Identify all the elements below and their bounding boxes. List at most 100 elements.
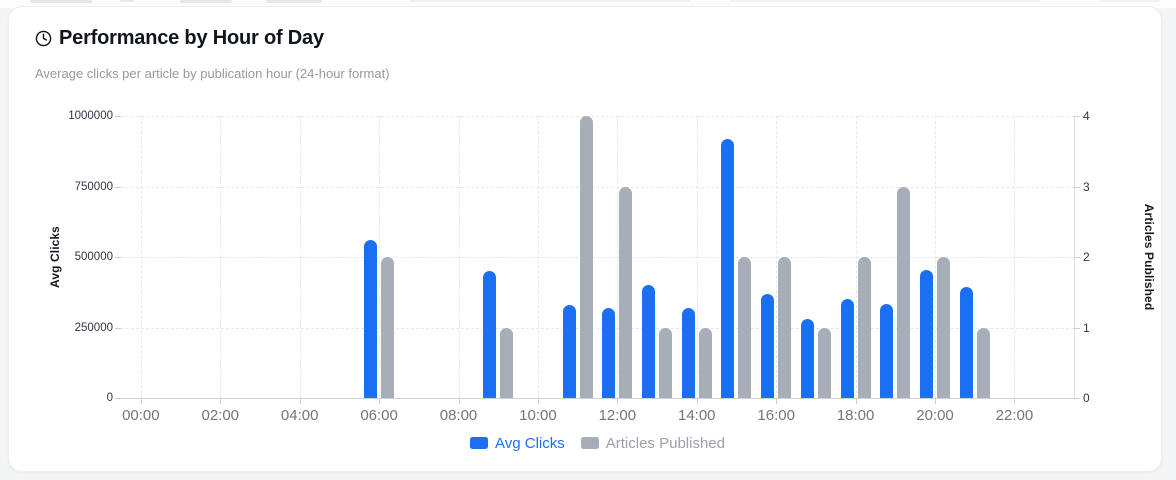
x-tick-mark <box>220 399 222 404</box>
bar-articles-published-17:00[interactable] <box>817 327 831 398</box>
chart-title: Performance by Hour of Day <box>59 27 324 49</box>
x-tick-mark <box>299 399 301 404</box>
x-tick-mark <box>140 399 142 404</box>
bar-articles-published-06:00[interactable] <box>381 257 395 398</box>
bar-articles-published-21:00[interactable] <box>976 327 990 398</box>
chart-legend: Avg Clicks Articles Published <box>121 433 1074 453</box>
y-left-tick-label: 750000 <box>74 180 113 193</box>
avg-clicks-swatch-icon <box>470 437 488 449</box>
y-right-tick-label: 3 <box>1083 179 1090 194</box>
x-tick-mark <box>1014 399 1016 404</box>
y-right-tick-mark <box>1074 116 1080 117</box>
gridline-vertical <box>537 116 539 398</box>
bar-avg-clicks-13:00[interactable] <box>642 285 656 398</box>
x-tick-label: 06:00 <box>360 407 398 424</box>
y-right-tick-mark <box>1074 327 1080 329</box>
bar-articles-published-19:00[interactable] <box>897 186 911 398</box>
gridline-vertical <box>458 116 460 398</box>
top-edge-artifact <box>266 0 322 3</box>
bar-articles-published-14:00[interactable] <box>698 327 712 398</box>
x-tick-label: 02:00 <box>201 407 240 424</box>
bar-articles-published-20:00[interactable] <box>937 257 951 398</box>
x-tick-label: 14:00 <box>677 407 716 424</box>
x-tick-mark <box>379 399 381 404</box>
bar-avg-clicks-20:00[interactable] <box>920 269 934 398</box>
chart-plot-area: 0 250000 500000 750000 1000000 0 1 2 3 4 00:00 02:0… <box>9 7 1163 473</box>
y-axis-title-right: Articles Published <box>1142 203 1156 311</box>
bar-articles-published-16:00[interactable] <box>778 257 792 398</box>
x-tick-mark <box>696 399 698 404</box>
y-right-tick-mark <box>1074 186 1080 188</box>
top-edge-artifact <box>730 0 1040 2</box>
legend-label: Avg Clicks <box>495 434 565 452</box>
y-axis-title-left: Avg Clicks <box>48 226 62 288</box>
x-tick-mark <box>458 399 460 404</box>
gridline-horizontal <box>121 327 1074 329</box>
top-edge-artifact <box>30 0 92 3</box>
y-left-tick-mark <box>115 116 121 117</box>
bar-articles-published-11:00[interactable] <box>579 116 593 398</box>
performance-chart-card: Performance by Hour of Day Average click… <box>8 6 1162 472</box>
y-left-tick-mark <box>115 327 121 329</box>
bar-avg-clicks-16:00[interactable] <box>761 293 775 398</box>
clock-icon <box>35 30 52 47</box>
y-left-tick-label: 250000 <box>74 321 113 334</box>
y-left-tick-label: 0 <box>106 392 113 404</box>
y-right-tick-mark <box>1074 257 1080 258</box>
x-tick-mark <box>537 399 539 404</box>
top-edge-artifact <box>410 0 690 2</box>
x-tick-label: 12:00 <box>598 407 637 424</box>
y-left-tick-label: 1000000 <box>68 110 113 122</box>
x-tick-label: 10:00 <box>519 407 557 424</box>
bar-avg-clicks-17:00[interactable] <box>800 319 814 398</box>
x-tick-label: 08:00 <box>439 407 478 424</box>
gridline-vertical <box>140 116 142 398</box>
bar-avg-clicks-11:00[interactable] <box>562 304 576 398</box>
x-axis-line <box>121 398 1075 399</box>
cropped-content-strip <box>0 0 1176 8</box>
bar-articles-published-18:00[interactable] <box>857 257 871 398</box>
x-tick-label: 20:00 <box>916 407 954 424</box>
legend-label: Articles Published <box>605 434 725 452</box>
x-tick-label: 00:00 <box>122 407 160 424</box>
gridline-vertical <box>379 116 381 398</box>
gridline-vertical <box>696 116 698 398</box>
bar-articles-published-09:00[interactable] <box>500 327 514 398</box>
x-tick-mark <box>855 399 857 404</box>
gridline-vertical <box>855 116 857 398</box>
y-left-tick-mark <box>115 257 121 258</box>
bar-avg-clicks-06:00[interactable] <box>364 240 378 398</box>
top-edge-artifact <box>1100 0 1160 2</box>
y-right-tick-mark <box>1074 398 1080 399</box>
bar-avg-clicks-21:00[interactable] <box>959 286 973 398</box>
x-tick-label: 04:00 <box>280 407 319 424</box>
gridline-vertical <box>1014 116 1016 398</box>
gridline-vertical <box>935 116 937 398</box>
bar-avg-clicks-19:00[interactable] <box>880 303 894 398</box>
x-tick-mark <box>617 399 619 404</box>
gridline-horizontal <box>121 257 1074 258</box>
x-tick-mark <box>776 399 778 404</box>
bar-avg-clicks-12:00[interactable] <box>602 307 616 398</box>
gridline-horizontal <box>121 116 1074 117</box>
bar-avg-clicks-09:00[interactable] <box>483 271 497 398</box>
x-tick-label: 18:00 <box>836 407 875 424</box>
chart-subtitle: Average clicks per article by publicatio… <box>35 66 390 81</box>
gridline-vertical <box>776 116 778 398</box>
bar-articles-published-15:00[interactable] <box>738 257 752 398</box>
top-edge-artifact <box>120 0 134 2</box>
y-left-tick-label: 500000 <box>74 251 113 263</box>
y-right-tick-label: 1 <box>1083 320 1090 335</box>
bar-avg-clicks-14:00[interactable] <box>681 307 695 398</box>
bar-articles-published-12:00[interactable] <box>619 186 633 398</box>
bar-avg-clicks-15:00[interactable] <box>721 138 735 398</box>
y-left-tick-mark <box>115 398 121 399</box>
legend-item-avg-clicks[interactable]: Avg Clicks <box>470 435 565 452</box>
gridline-vertical <box>299 116 301 398</box>
legend-item-articles-published[interactable]: Articles Published <box>580 434 725 452</box>
x-tick-mark <box>935 399 937 404</box>
bar-articles-published-13:00[interactable] <box>659 327 673 398</box>
bar-avg-clicks-18:00[interactable] <box>840 299 854 398</box>
y-right-tick-label: 2 <box>1083 250 1090 264</box>
gridline-horizontal <box>121 186 1074 188</box>
